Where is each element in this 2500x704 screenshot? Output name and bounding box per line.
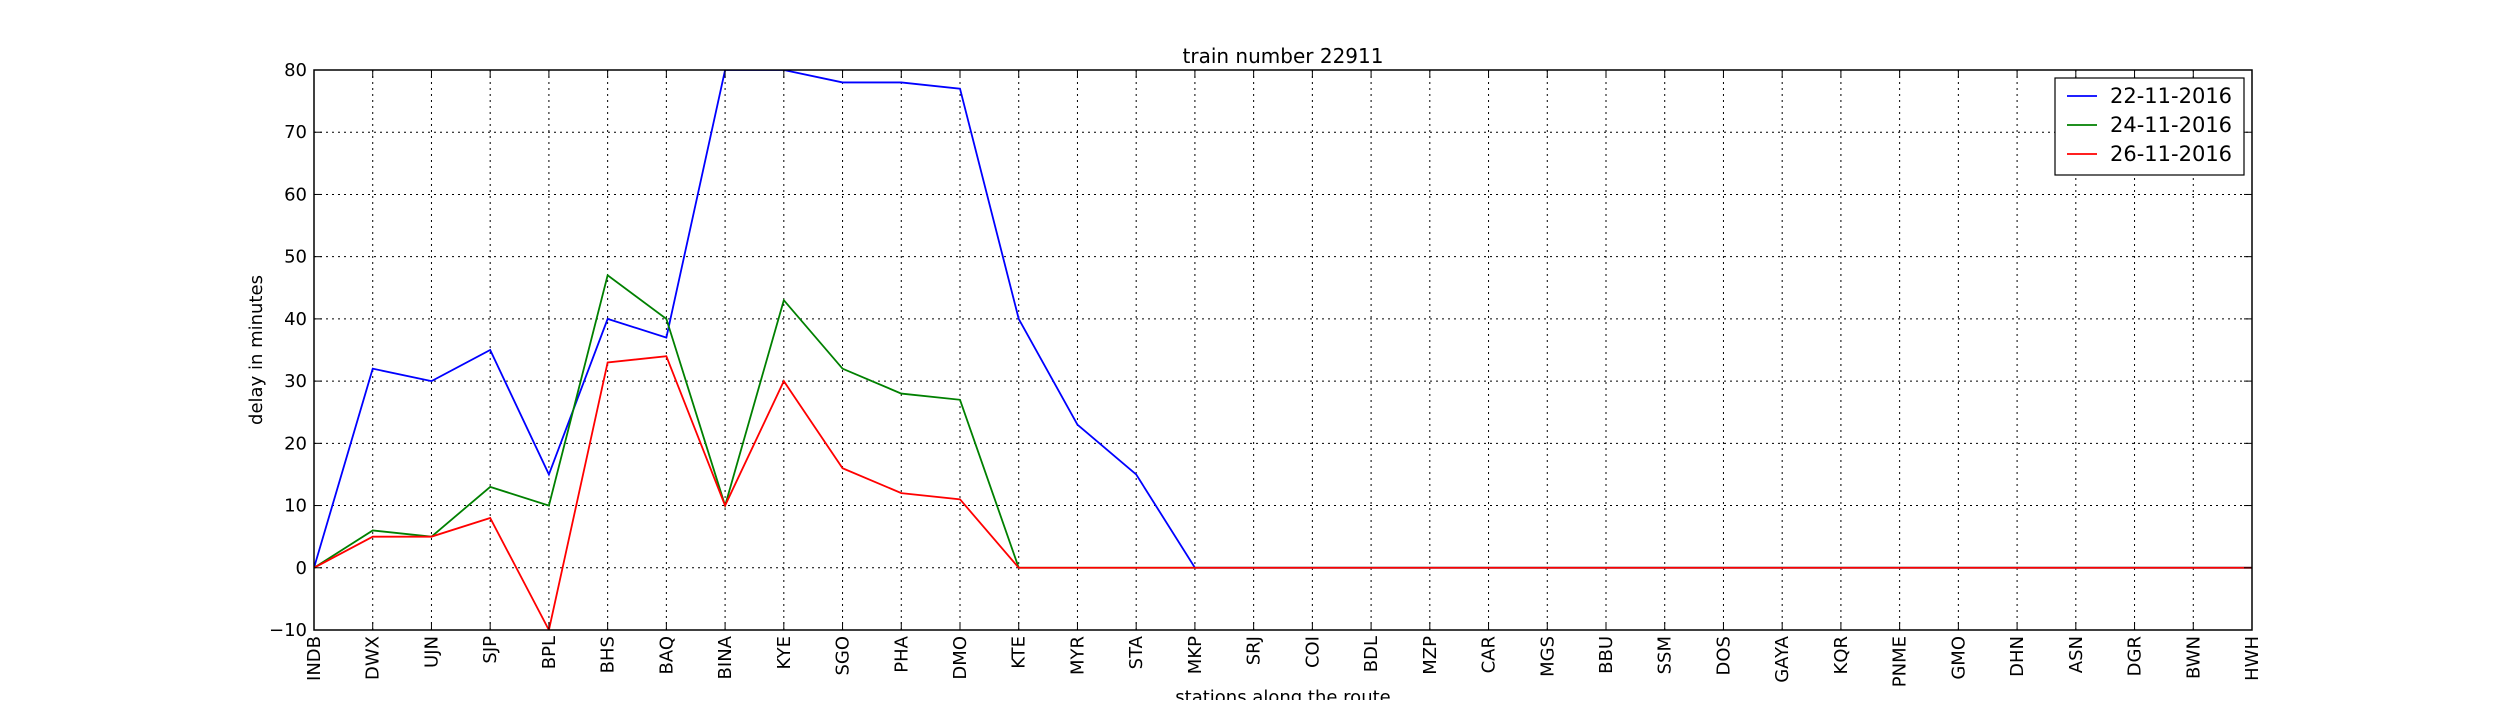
x-tick-label: KTE bbox=[1009, 636, 1030, 669]
x-tick-label: BWN bbox=[2183, 636, 2204, 679]
series-lines bbox=[314, 70, 2252, 630]
x-tick-label: PHA bbox=[891, 635, 912, 672]
x-tick-label: KYE bbox=[774, 636, 795, 670]
x-tick-label: GMO bbox=[1948, 636, 1969, 680]
x-tick-label: DGR bbox=[2125, 636, 2146, 676]
y-tick-label: 80 bbox=[284, 60, 307, 81]
y-tick-label: 70 bbox=[284, 122, 307, 143]
legend-label: 24-11-2016 bbox=[2110, 113, 2232, 137]
x-tick-label: PNME bbox=[1890, 636, 1911, 687]
x-tick-label: DMO bbox=[950, 636, 971, 680]
x-tick-label: COI bbox=[1302, 636, 1323, 668]
x-tick-label: BAQ bbox=[656, 636, 677, 675]
x-tick-label: SSM bbox=[1655, 636, 1676, 674]
x-tick-label: SRJ bbox=[1244, 636, 1265, 665]
x-tick-label: SJP bbox=[480, 636, 501, 664]
y-tick-label: 20 bbox=[284, 433, 307, 454]
x-tick-label: BBU bbox=[1596, 636, 1617, 674]
y-tick-label: 0 bbox=[296, 558, 307, 579]
plot-frame bbox=[313, 69, 2253, 631]
x-axis-title: stations along the route bbox=[1175, 687, 1390, 700]
x-tick-label: UJN bbox=[421, 636, 442, 668]
x-tick-label: BDL bbox=[1361, 636, 1382, 672]
y-tick-label: 60 bbox=[284, 184, 307, 205]
x-tick-label: DHN bbox=[2007, 636, 2028, 677]
y-tick-label: 10 bbox=[284, 496, 307, 517]
y-tick-label: −10 bbox=[269, 620, 307, 641]
x-tick-label: MKP bbox=[1185, 636, 1206, 674]
legend-label: 26-11-2016 bbox=[2110, 142, 2232, 166]
y-tick-label: 50 bbox=[284, 247, 307, 268]
x-tick-label: DOS bbox=[1713, 636, 1734, 675]
x-tick-label: INDB bbox=[304, 636, 325, 681]
x-tick-label: GAYA bbox=[1772, 635, 1793, 682]
x-tick-label: BHS bbox=[598, 636, 619, 673]
x-tick-label: ASN bbox=[2066, 636, 2087, 673]
x-tick-label: MYR bbox=[1067, 636, 1088, 675]
x-tick-label: CAR bbox=[1479, 636, 1500, 673]
y-axis-ticks: −10 0 10 20 30 40 50 60 70 80 bbox=[269, 60, 2252, 641]
x-tick-label: HWH bbox=[2242, 636, 2263, 681]
y-axis-title: delay in minutes bbox=[246, 275, 267, 425]
legend: 22-11-2016 24-11-2016 26-11-2016 bbox=[2054, 77, 2245, 176]
series-line-26-11-2016 bbox=[314, 355, 2252, 630]
x-tick-label: BPL bbox=[539, 636, 560, 669]
x-tick-label: STA bbox=[1126, 635, 1147, 669]
y-tick-label: 30 bbox=[284, 371, 307, 392]
legend-box bbox=[2054, 77, 2245, 176]
x-tick-label: DWX bbox=[363, 636, 384, 680]
x-tick-label: BINA bbox=[715, 635, 736, 679]
x-axis-ticks: INDB DWX UJN SJP BPL BHS BAQ BINA KYE SGO PHA DMO KT… bbox=[304, 70, 2263, 687]
x-tick-label: KQR bbox=[1831, 636, 1852, 674]
y-tick-label: 40 bbox=[284, 309, 307, 330]
legend-label: 22-11-2016 bbox=[2110, 84, 2232, 108]
x-tick-label: MZP bbox=[1420, 636, 1441, 675]
x-tick-label: MGS bbox=[1537, 636, 1558, 677]
x-tick-label: SGO bbox=[833, 636, 854, 676]
chart-title: train number 22911 bbox=[1183, 44, 1384, 68]
